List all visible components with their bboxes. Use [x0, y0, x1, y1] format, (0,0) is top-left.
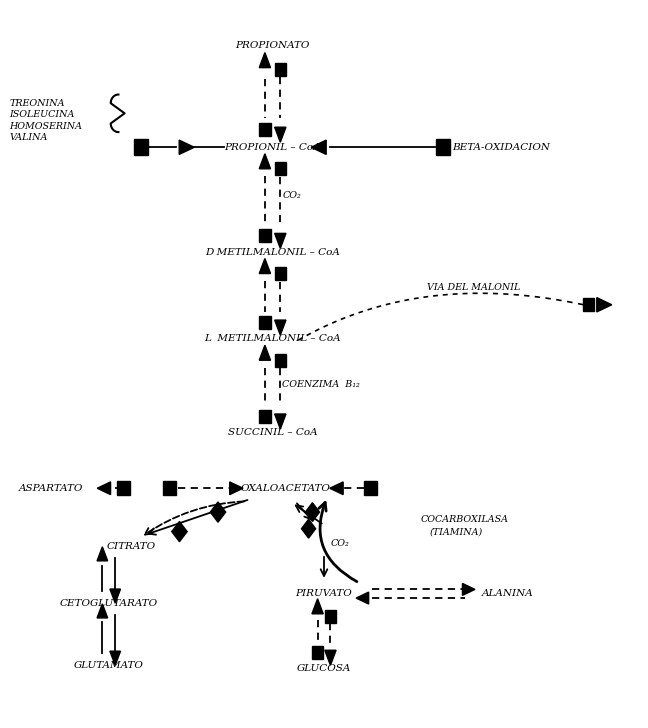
Text: D METILMALONIL – CoA: D METILMALONIL – CoA [205, 248, 340, 256]
Bar [275, 354, 286, 367]
Polygon shape [275, 127, 286, 142]
Bar [275, 162, 286, 175]
Text: VALINA: VALINA [9, 133, 47, 143]
Text: CO₂: CO₂ [283, 191, 301, 200]
Polygon shape [97, 604, 108, 618]
Bar [259, 410, 271, 422]
Polygon shape [325, 650, 336, 665]
Text: PROPIONATO: PROPIONATO [235, 41, 310, 50]
Text: PIRUVATO: PIRUVATO [295, 589, 353, 598]
Text: COCARBOXILASA: COCARBOXILASA [421, 515, 509, 524]
Text: GLUTAMATO: GLUTAMATO [74, 662, 144, 670]
Polygon shape [259, 52, 271, 68]
Polygon shape [301, 519, 316, 538]
Polygon shape [330, 482, 343, 494]
Polygon shape [110, 589, 121, 603]
Polygon shape [305, 503, 319, 521]
Text: COENZIMA  B₁₂: COENZIMA B₁₂ [283, 380, 360, 389]
Text: GLUCOSA: GLUCOSA [297, 665, 351, 673]
Bar [163, 481, 176, 496]
Text: TREONINA: TREONINA [9, 99, 65, 108]
Bar [259, 316, 271, 328]
Text: L  METILMALONIL – CoA: L METILMALONIL – CoA [204, 334, 341, 343]
Polygon shape [259, 154, 271, 169]
Text: CO₂: CO₂ [330, 539, 349, 547]
Polygon shape [211, 502, 226, 522]
Text: SUCCINIL – CoA: SUCCINIL – CoA [228, 428, 318, 437]
Polygon shape [110, 651, 121, 665]
Polygon shape [179, 140, 194, 154]
Bar [275, 63, 286, 76]
Polygon shape [275, 320, 286, 335]
Polygon shape [597, 298, 612, 312]
Bar [583, 298, 594, 312]
Polygon shape [97, 547, 108, 561]
Polygon shape [312, 599, 323, 614]
Polygon shape [311, 140, 326, 154]
Polygon shape [463, 583, 475, 596]
Bar [134, 139, 148, 155]
Text: OXALOACETATO: OXALOACETATO [240, 484, 330, 493]
Bar [259, 229, 271, 242]
Bar [312, 646, 323, 659]
Text: PROPIONIL – CoA: PROPIONIL – CoA [224, 143, 321, 151]
Polygon shape [275, 234, 286, 248]
Text: VIA DEL MALONIL: VIA DEL MALONIL [427, 282, 520, 292]
Polygon shape [259, 258, 271, 274]
Polygon shape [97, 482, 111, 494]
Bar [275, 267, 286, 280]
Bar [259, 123, 271, 135]
Polygon shape [172, 521, 187, 542]
Bar [325, 609, 336, 622]
Text: ALANINA: ALANINA [481, 589, 533, 598]
Text: (TIAMINA): (TIAMINA) [430, 528, 483, 537]
Text: BETA-OXIDACION: BETA-OXIDACION [452, 143, 551, 151]
Polygon shape [275, 414, 286, 429]
Polygon shape [229, 482, 243, 494]
Text: HOMOSERINA: HOMOSERINA [9, 122, 82, 131]
Text: ASPARTATO: ASPARTATO [19, 484, 83, 493]
Bar [117, 481, 130, 496]
Polygon shape [259, 345, 271, 360]
Bar [364, 481, 376, 496]
Polygon shape [356, 592, 369, 604]
Bar [436, 139, 450, 155]
Text: CETOGLUTARATO: CETOGLUTARATO [60, 599, 158, 609]
Text: CITRATO: CITRATO [107, 542, 156, 550]
Text: ISOLEUCINA: ISOLEUCINA [9, 110, 75, 119]
